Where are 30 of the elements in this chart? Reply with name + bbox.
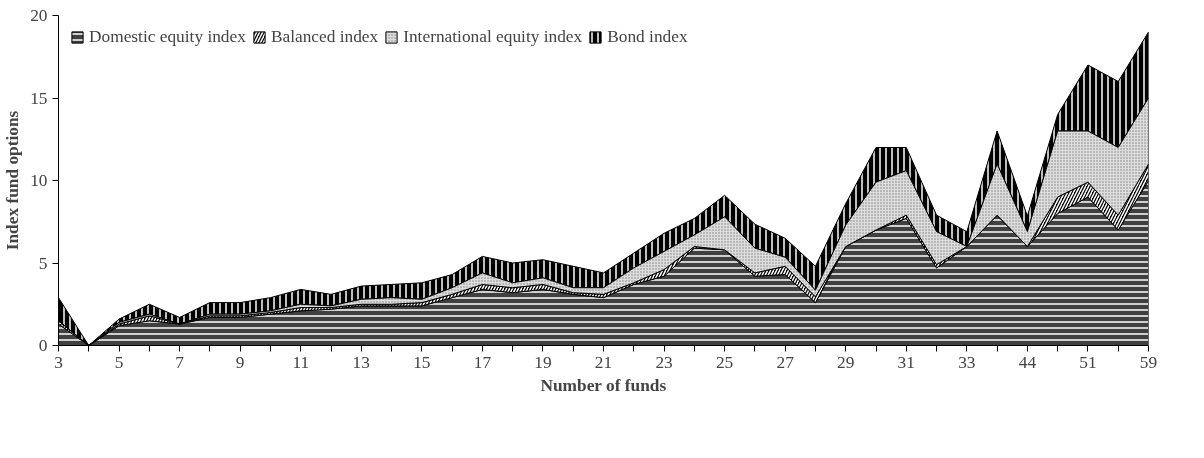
x-tick-label: 15 xyxy=(413,352,431,372)
x-tick-label: 3 xyxy=(54,352,63,372)
x-tick-label: 9 xyxy=(235,352,245,372)
y-axis-title: Index fund options xyxy=(3,110,23,251)
x-tick-label: 59 xyxy=(1139,352,1158,372)
y-tick-label: 0 xyxy=(38,336,48,355)
x-tick-label: 17 xyxy=(473,352,492,372)
x-axis-title: Number of funds xyxy=(540,375,667,395)
y-tick-label: 15 xyxy=(30,88,48,108)
x-tick-label: 27 xyxy=(776,352,795,372)
y-tick-label: 10 xyxy=(30,171,48,190)
x-tick-label: 51 xyxy=(1079,352,1097,372)
x-tick-label: 33 xyxy=(958,352,976,372)
legend-label: International equity index xyxy=(403,27,583,47)
y-tick-label: 20 xyxy=(30,6,48,25)
legend-label: Bond index xyxy=(607,27,688,47)
y-tick-label: 5 xyxy=(38,253,48,273)
x-tick-label: 5 xyxy=(114,352,124,372)
x-tick-label: 44 xyxy=(1018,352,1037,372)
x-tick-label: 29 xyxy=(837,352,855,372)
x-tick-label: 19 xyxy=(534,352,552,372)
legend-label: Domestic equity index xyxy=(89,27,246,47)
x-tick-label: 11 xyxy=(292,352,310,372)
x-tick-label: 25 xyxy=(715,352,734,372)
x-tick-label: 23 xyxy=(655,352,673,372)
x-tick-label: 31 xyxy=(897,352,915,372)
legend-label: Balanced index xyxy=(270,27,379,47)
x-tick-label: 7 xyxy=(175,352,185,372)
x-tick-label: 13 xyxy=(352,352,370,372)
x-tick-label: 21 xyxy=(594,352,613,372)
